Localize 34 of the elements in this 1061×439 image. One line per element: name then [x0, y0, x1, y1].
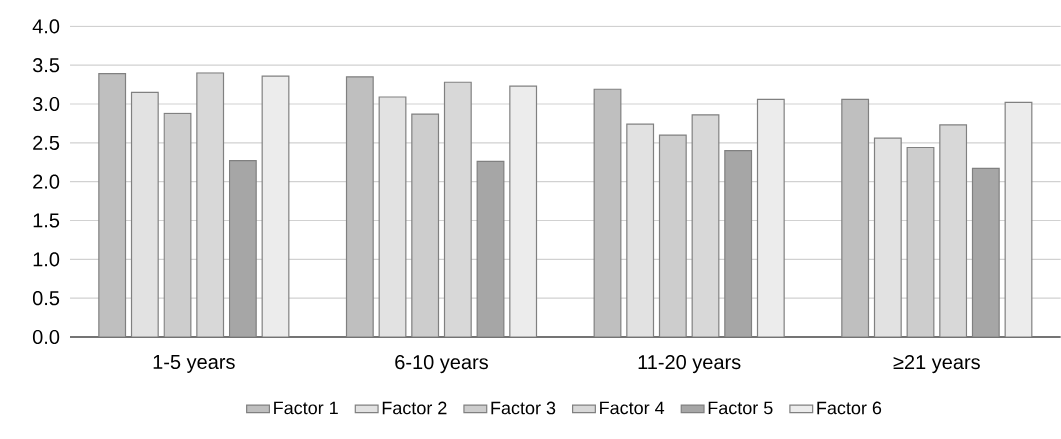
y-tick-label: 2.0 [33, 174, 60, 189]
bar [724, 149, 753, 337]
bar [261, 75, 290, 337]
legend-label: Factor 2 [382, 401, 447, 415]
bar [509, 85, 538, 337]
bar [378, 96, 407, 337]
bar [130, 91, 159, 337]
y-tick-label: 0.0 [32, 329, 60, 345]
legend-label: Factor 4 [600, 401, 665, 415]
y-tick-label: 3.0 [32, 96, 60, 112]
bar [345, 76, 374, 337]
bar [873, 137, 902, 337]
x-tick-label: 1-5 years [153, 355, 235, 373]
x-tick-label: ≥21 years [893, 355, 980, 374]
bar [593, 88, 622, 337]
y-tick-label: 0.5 [32, 291, 60, 306]
legend-label: Factor 5 [708, 401, 773, 415]
bar [98, 73, 127, 337]
y-tick-label: 2.5 [33, 135, 60, 150]
bar [626, 123, 655, 337]
bar [476, 160, 505, 337]
legend-label: Factor 3 [491, 401, 556, 415]
legend-label: Factor 6 [817, 401, 882, 415]
bar [971, 167, 1000, 337]
x-tick-label: 11-20 years [638, 355, 741, 374]
bar [756, 98, 785, 337]
legend-label: Factor 1 [274, 401, 338, 415]
y-tick-label: 1.0 [33, 252, 60, 267]
y-tick-label: 3.5 [32, 58, 60, 73]
y-tick-label: 4.0 [32, 19, 60, 34]
x-tick-label: 6-10 years [395, 355, 488, 374]
bar [841, 98, 870, 337]
y-tick-label: 1.5 [33, 213, 60, 228]
bar [228, 160, 257, 337]
